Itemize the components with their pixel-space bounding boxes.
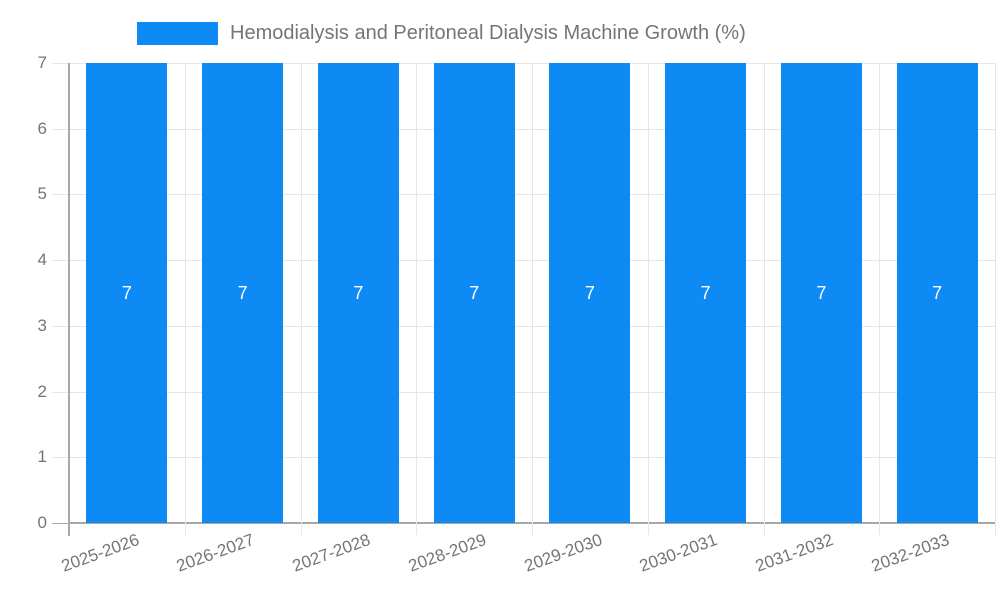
bar [896, 63, 978, 523]
x-tick-label: 2027-2028 [289, 530, 373, 576]
y-tick-label: 2 [37, 381, 47, 401]
bar-value-label: 7 [237, 283, 248, 303]
bar-value-label: 7 [700, 283, 711, 303]
bar-value-label: 7 [121, 283, 132, 303]
bar-value-label: 7 [353, 283, 364, 303]
y-tick-mark [52, 63, 69, 64]
x-tick-label: 2032-2033 [868, 530, 952, 576]
bar [433, 63, 515, 523]
x-gridline [995, 63, 996, 535]
bar-value-label: 7 [932, 283, 943, 303]
bar [780, 63, 862, 523]
y-tick-mark [52, 128, 69, 130]
y-tick-label: 6 [37, 118, 47, 138]
y-tick-mark [52, 325, 69, 327]
y-tick-mark [52, 457, 69, 459]
x-tick-label: 2025-2026 [58, 530, 142, 576]
y-tick-label: 0 [37, 513, 47, 532]
y-tick-label: 5 [37, 184, 47, 204]
y-tick-label: 1 [37, 447, 47, 467]
bar-value-label: 7 [816, 283, 827, 303]
y-tick-mark [52, 523, 69, 524]
x-gridline [300, 63, 302, 535]
x-gridline [879, 63, 881, 535]
x-tick-label: 2031-2032 [752, 530, 836, 576]
y-tick-mark [52, 391, 69, 393]
x-gridline [763, 63, 765, 535]
bar [549, 63, 631, 523]
bar-value-label: 7 [469, 283, 480, 303]
x-tick-label: 2029-2030 [521, 530, 605, 576]
x-tick-label: 2028-2029 [405, 530, 489, 576]
x-tick-label: 2026-2027 [174, 530, 258, 576]
bar [317, 63, 399, 523]
bar [202, 63, 284, 523]
x-gridline [532, 63, 533, 535]
x-tick-label: 2030-2031 [637, 530, 721, 576]
x-gridline [647, 63, 649, 535]
legend-label: Hemodialysis and Peritoneal Dialysis Mac… [230, 21, 746, 44]
y-tick-label: 3 [37, 315, 47, 335]
bar [665, 63, 747, 523]
x-gridline [184, 63, 186, 535]
y-tick-mark [52, 260, 69, 262]
y-tick-mark [52, 194, 69, 196]
x-gridline [416, 63, 418, 535]
y-tick-label: 4 [37, 250, 47, 270]
legend: Hemodialysis and Peritoneal Dialysis Mac… [137, 21, 746, 45]
y-axis-line [68, 63, 70, 536]
y-tick-label: 7 [37, 53, 47, 72]
bar [86, 63, 168, 523]
bar-value-label: 7 [584, 283, 595, 303]
legend-swatch [137, 21, 218, 45]
